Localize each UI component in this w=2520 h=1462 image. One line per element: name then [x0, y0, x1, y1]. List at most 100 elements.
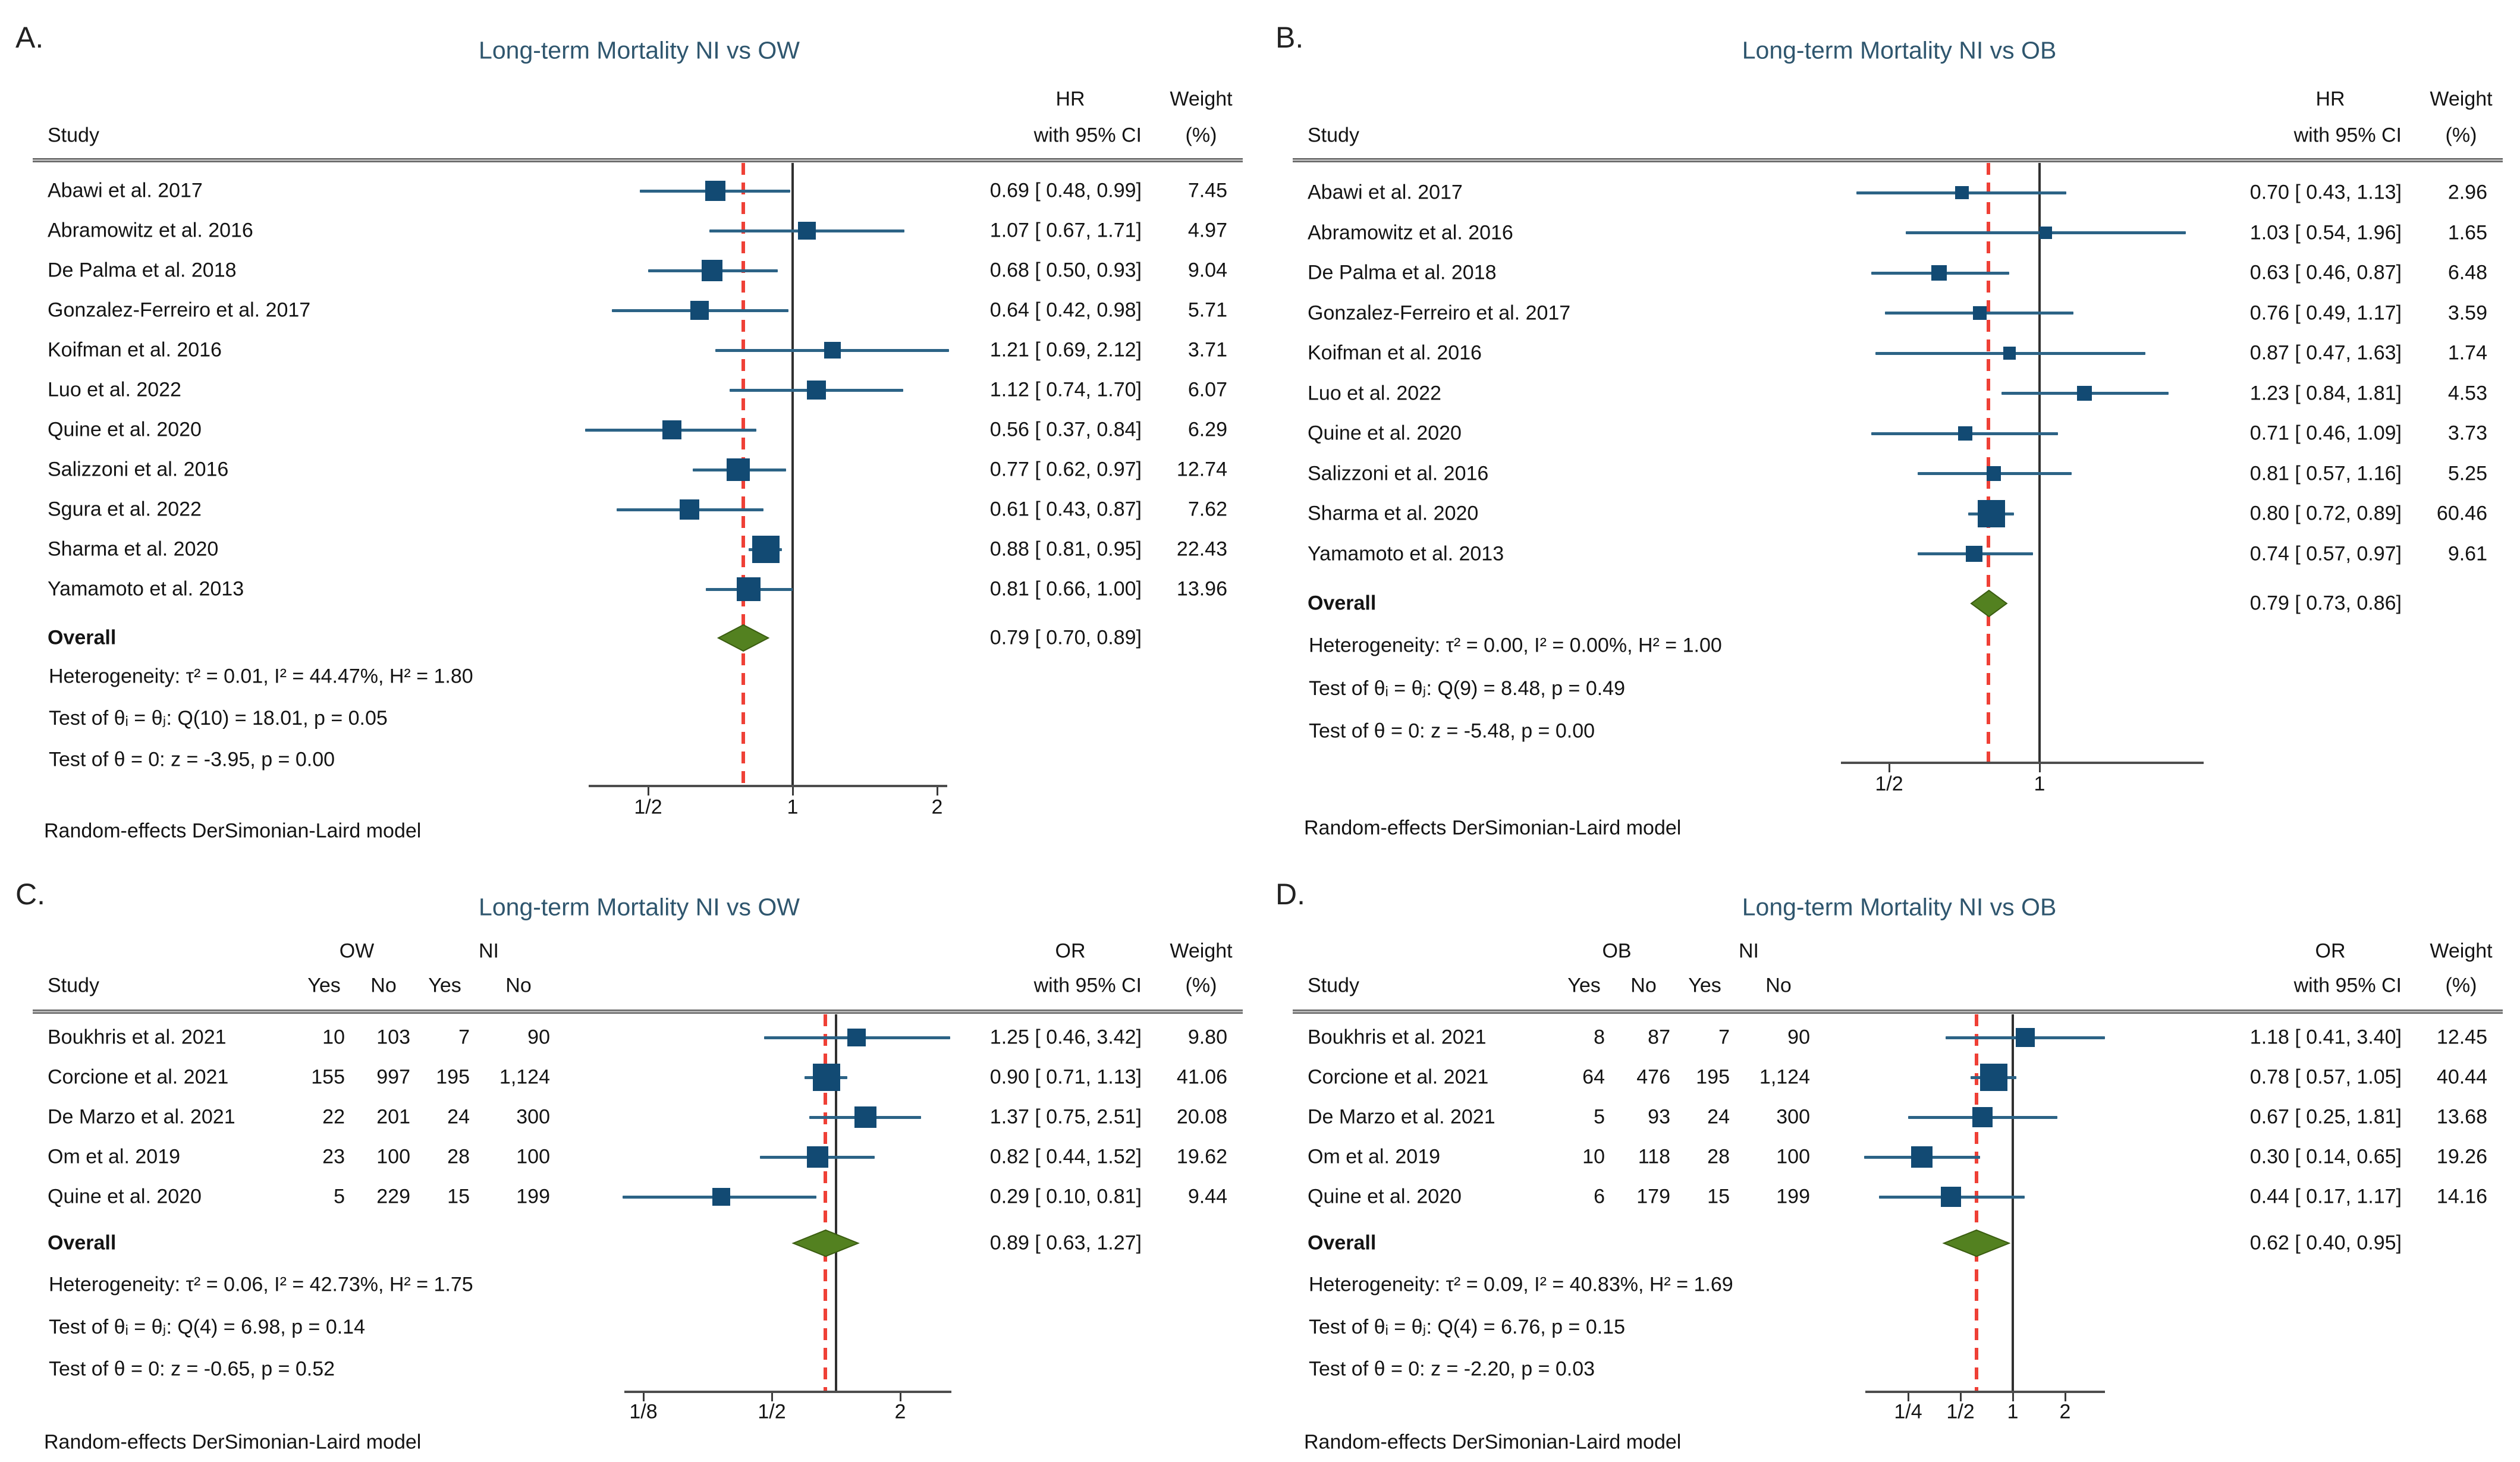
- ci-header: with 95% CI: [1033, 974, 1142, 997]
- effect-estimate-marker: [2040, 227, 2053, 239]
- effect-ci-value: 0.71 [ 0.46, 1.09]: [2249, 422, 2402, 445]
- panel-title: Long-term Mortality NI vs OW: [479, 893, 800, 921]
- study-label: De Marzo et al. 2021: [1308, 1105, 1495, 1128]
- overall-effect-ci-value: 0.79 [ 0.73, 0.86]: [2249, 592, 2402, 615]
- panel-long-term-mortality-ni-vs-ow-or: C. Long-term Mortality NI vs OW OW NI Yes No Y…: [0, 859, 1260, 1462]
- effect-estimate-marker: [712, 1187, 731, 1206]
- weight-value: 41.06: [1176, 1065, 1227, 1089]
- effect-ci-value: 1.37 [ 0.75, 2.51]: [989, 1105, 1142, 1128]
- heterogeneity-stats: Heterogeneity: τ² = 0.09, I² = 40.83%, H…: [1309, 1273, 1733, 1296]
- overall-label: Overall: [1308, 592, 1377, 615]
- weight-header: Weight: [2430, 87, 2493, 111]
- model-footnote: Random-effects DerSimonian-Laird model: [1304, 1430, 1682, 1454]
- effect-ci-value: 0.80 [ 0.72, 0.89]: [2249, 502, 2402, 525]
- weight-value: 60.46: [2436, 502, 2487, 525]
- group1-header: OB: [1602, 939, 1632, 963]
- effect-estimate-marker: [797, 221, 816, 240]
- study-label: Om et al. 2019: [48, 1145, 181, 1168]
- effect-ci-value: 0.67 [ 0.25, 1.81]: [2249, 1105, 2402, 1128]
- x-axis-tick: [647, 787, 649, 796]
- study-label: Yamamoto et al. 2013: [48, 577, 244, 600]
- count-cell: 476: [1636, 1065, 1670, 1089]
- effect-ci-value: 1.18 [ 0.41, 3.40]: [2249, 1026, 2402, 1049]
- model-footnote: Random-effects DerSimonian-Laird model: [44, 1430, 422, 1454]
- effect-ci-value: 0.77 [ 0.62, 0.97]: [989, 458, 1142, 481]
- count-cell: 229: [376, 1185, 410, 1208]
- overall-diamond: [717, 624, 770, 652]
- study-label: Boukhris et al. 2021: [48, 1026, 227, 1049]
- count-cell: 15: [447, 1185, 470, 1208]
- effect-measure-header: OR: [1055, 939, 1086, 963]
- x-axis-tick-label: 1/2: [758, 1400, 786, 1423]
- weight-value: 13.96: [1176, 577, 1227, 600]
- header-rule: [1293, 1010, 2503, 1014]
- count-cell: 5: [1594, 1105, 1605, 1128]
- model-footnote: Random-effects DerSimonian-Laird model: [1304, 816, 1682, 840]
- study-label: Salizzoni et al. 2016: [1308, 462, 1489, 485]
- effect-ci-value: 0.70 [ 0.43, 1.13]: [2249, 181, 2402, 204]
- effect-estimate-marker: [1986, 466, 2001, 481]
- effect-estimate-marker: [847, 1028, 866, 1047]
- weight-value: 6.48: [2447, 261, 2487, 284]
- count-col-header: Yes: [1688, 974, 1721, 997]
- group2-header: NI: [479, 939, 499, 963]
- study-label: Yamamoto et al. 2013: [1308, 542, 1504, 565]
- x-axis-tick: [791, 787, 794, 796]
- count-col-header: No: [370, 974, 397, 997]
- weight-value: 6.29: [1187, 418, 1227, 441]
- count-cell: 1,124: [499, 1065, 550, 1089]
- effect-estimate-marker: [1958, 426, 1972, 441]
- count-cell: 23: [322, 1145, 345, 1168]
- study-label: Koifman et al. 2016: [1308, 341, 1482, 364]
- study-label: Boukhris et al. 2021: [1308, 1026, 1487, 1049]
- count-cell: 100: [516, 1145, 550, 1168]
- count-cell: 93: [1648, 1105, 1670, 1128]
- group2-header: NI: [1739, 939, 1759, 963]
- study-label: Abramowitz et al. 2016: [1308, 221, 1513, 244]
- x-axis-tick-label: 1/4: [1894, 1400, 1922, 1423]
- effect-ci-value: 0.81 [ 0.57, 1.16]: [2249, 462, 2402, 485]
- study-label: De Palma et al. 2018: [1308, 261, 1497, 284]
- x-axis-tick-label: 2: [931, 796, 943, 819]
- group1-header: OW: [339, 939, 375, 963]
- count-cell: 300: [1776, 1105, 1810, 1128]
- weight-value: 1.65: [2447, 221, 2487, 244]
- effect-ci-value: 0.30 [ 0.14, 0.65]: [2249, 1145, 2402, 1168]
- ci-header: with 95% CI: [2293, 974, 2402, 997]
- panel-letter: A.: [15, 21, 44, 54]
- effect-estimate-marker: [2015, 1027, 2035, 1048]
- effect-estimate-marker: [1955, 185, 1969, 200]
- effect-ci-value: 1.21 [ 0.69, 2.12]: [989, 338, 1142, 361]
- count-cell: 28: [1707, 1145, 1730, 1168]
- effect-estimate-marker: [2003, 347, 2016, 360]
- count-cell: 7: [458, 1026, 470, 1049]
- weight-header: Weight: [1170, 939, 1233, 963]
- weight-value: 20.08: [1176, 1105, 1227, 1128]
- study-label: Quine et al. 2020: [48, 418, 202, 441]
- study-label: Sharma et al. 2020: [1308, 502, 1479, 525]
- weight-value: 6.07: [1187, 378, 1227, 401]
- effect-estimate-marker: [854, 1106, 876, 1128]
- panel-letter: D.: [1275, 878, 1305, 911]
- effect-estimate-marker: [702, 260, 723, 281]
- weight-value: 3.71: [1187, 338, 1227, 361]
- panel-long-term-mortality-ni-vs-ob-or: D. Long-term Mortality NI vs OB OB NI Yes No Y…: [1260, 859, 2520, 1462]
- x-axis-tick-label: 1: [2034, 772, 2045, 796]
- ci-header: with 95% CI: [2293, 124, 2402, 147]
- count-cell: 7: [1718, 1026, 1730, 1049]
- x-axis-tick: [1959, 1393, 1962, 1401]
- count-cell: 64: [1582, 1065, 1605, 1089]
- effect-estimate-marker: [1966, 545, 1983, 562]
- overall-label: Overall: [48, 1231, 117, 1255]
- weight-value: 5.25: [2447, 462, 2487, 485]
- panel-long-term-mortality-ni-vs-ob-hr: B. Long-term Mortality NI vs OB HR with 95%…: [1260, 0, 2520, 859]
- effect-ci-value: 0.69 [ 0.48, 0.99]: [989, 179, 1142, 202]
- study-label: Abramowitz et al. 2016: [48, 219, 253, 242]
- count-cell: 199: [516, 1185, 550, 1208]
- study-label: Sgura et al. 2022: [48, 498, 202, 521]
- overall-effect-ci-value: 0.62 [ 0.40, 0.95]: [2249, 1231, 2402, 1255]
- study-label: De Marzo et al. 2021: [48, 1105, 235, 1128]
- count-cell: 8: [1594, 1026, 1605, 1049]
- effect-estimate-marker: [812, 1064, 840, 1091]
- effect-ci-value: 1.23 [ 0.84, 1.81]: [2249, 382, 2402, 404]
